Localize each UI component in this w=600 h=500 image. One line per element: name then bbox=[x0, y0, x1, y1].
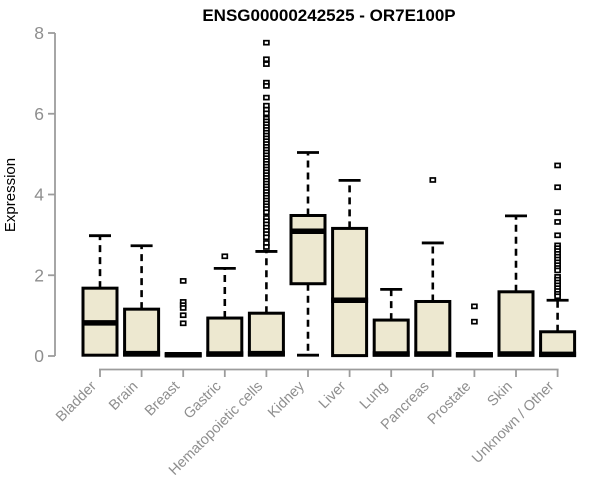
box-skin bbox=[497, 290, 535, 357]
y-axis-label: Expression bbox=[2, 158, 19, 232]
x-tick-label-lung: Lung bbox=[357, 379, 391, 413]
outlier-unknown-other-1 bbox=[554, 184, 561, 191]
y-tick-label-8: 8 bbox=[34, 23, 44, 43]
outlier-prostate-0 bbox=[471, 303, 478, 310]
outlier-breast-0 bbox=[179, 278, 187, 284]
y-tick-label-4: 4 bbox=[34, 185, 44, 205]
chart-title: ENSG00000242525 - OR7E100P bbox=[202, 6, 455, 25]
box-lung bbox=[372, 318, 410, 357]
outlier-hematopoietic-cells-51 bbox=[263, 244, 270, 250]
y-tick-label-2: 2 bbox=[34, 265, 44, 285]
box-brain bbox=[123, 307, 161, 357]
y-tick-label-0: 0 bbox=[34, 346, 44, 366]
outlier-breast-5 bbox=[179, 320, 187, 327]
box-kidney bbox=[289, 213, 327, 286]
x-tick-label-breast: Breast bbox=[142, 379, 183, 420]
outlier-unknown-other-4 bbox=[554, 232, 561, 239]
outlier-gastric-0 bbox=[221, 253, 229, 260]
outlier-hematopoietic-cells-0 bbox=[263, 39, 270, 46]
box-liver bbox=[331, 226, 369, 358]
outlier-hematopoietic-cells-2 bbox=[263, 61, 270, 67]
x-tick-label-prostate: Prostate bbox=[425, 379, 474, 428]
outlier-breast-3 bbox=[179, 305, 187, 311]
outlier-pancreas-0 bbox=[429, 177, 437, 183]
x-tick-label-bladder: Bladder bbox=[53, 378, 100, 425]
outlier-hematopoietic-cells-5 bbox=[263, 94, 270, 101]
outlier-unknown-other-0 bbox=[554, 162, 561, 169]
outlier-hematopoietic-cells-1 bbox=[263, 56, 270, 63]
outlier-hematopoietic-cells-4 bbox=[263, 83, 270, 89]
outlier-hematopoietic-cells-49 bbox=[263, 234, 270, 241]
x-tick-label-brain: Brain bbox=[106, 379, 141, 414]
outlier-unknown-other-3 bbox=[554, 219, 561, 225]
outlier-breast-4 bbox=[179, 312, 187, 319]
x-tick-label-kidney: Kidney bbox=[265, 378, 308, 421]
outlier-prostate-1 bbox=[471, 318, 478, 325]
outlier-unknown-other-22 bbox=[554, 293, 561, 300]
outlier-hematopoietic-cells-8 bbox=[263, 110, 270, 117]
outlier-unknown-other-2 bbox=[554, 209, 561, 216]
outlier-unknown-other-14 bbox=[554, 267, 561, 274]
box-hematopoietic-cells bbox=[247, 311, 285, 357]
boxes bbox=[81, 39, 577, 358]
x-tick-label-skin: Skin bbox=[485, 379, 516, 410]
box-gastric bbox=[206, 316, 244, 357]
outlier-hematopoietic-cells-42 bbox=[263, 209, 270, 216]
box-pancreas bbox=[414, 299, 452, 357]
y-tick-label-6: 6 bbox=[34, 104, 44, 124]
x-tick-label-liver: Liver bbox=[316, 378, 350, 412]
